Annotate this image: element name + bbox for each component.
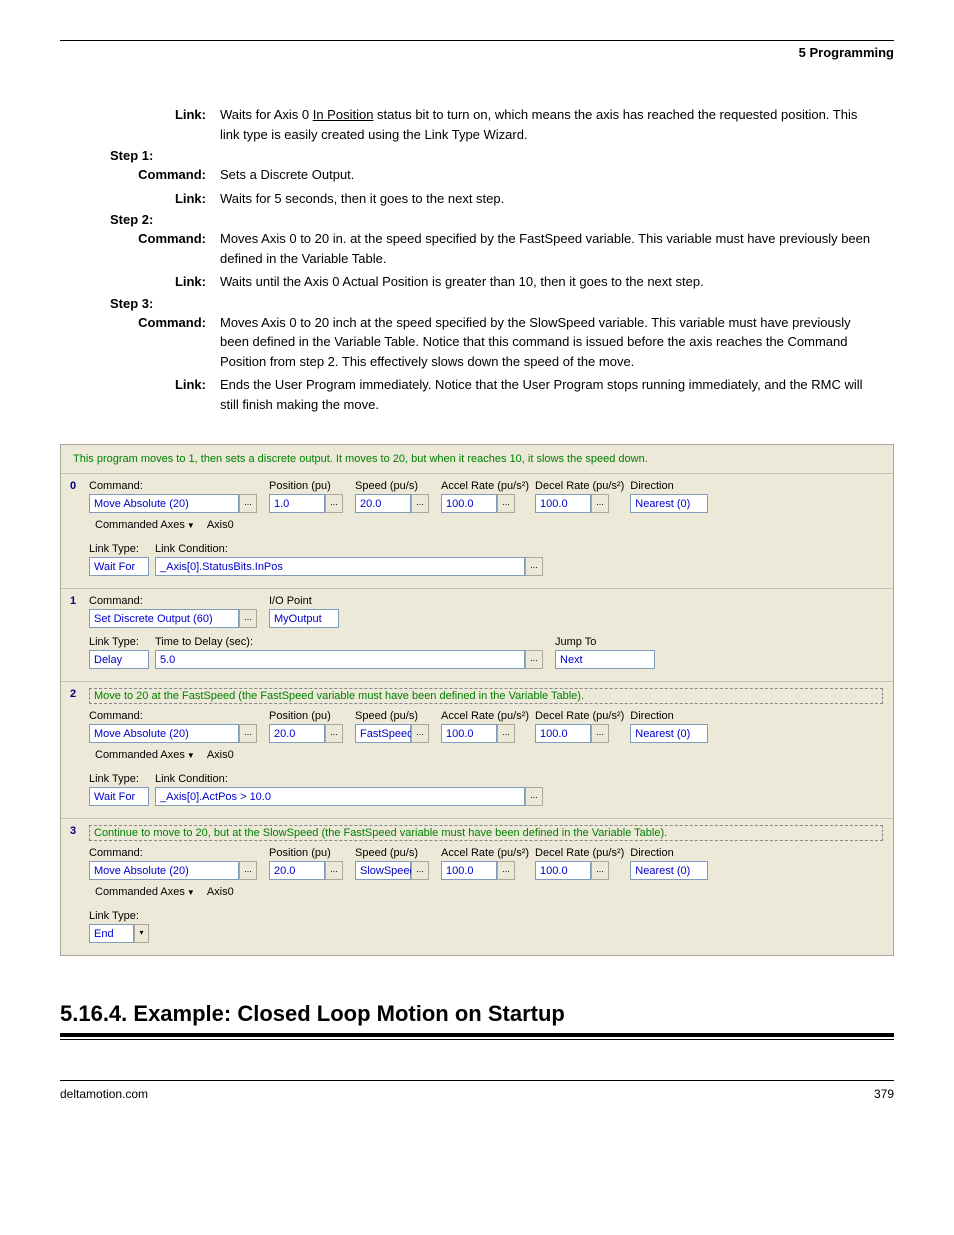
- speed-input[interactable]: SlowSpeed: [355, 861, 411, 880]
- step3-title: Step 3:: [110, 296, 894, 311]
- program-step-1: 1 Command: Set Discrete Output (60)... I…: [61, 589, 893, 682]
- step1-title: Step 1:: [110, 148, 894, 163]
- delay-input[interactable]: 5.0: [155, 650, 525, 669]
- direction-input[interactable]: Nearest (0): [630, 724, 708, 743]
- axis0-label: Axis0: [201, 517, 240, 533]
- ellipsis-button[interactable]: ...: [411, 724, 429, 743]
- step-number: 1: [61, 589, 85, 681]
- ellipsis-button[interactable]: ...: [497, 861, 515, 880]
- step-number: 3: [61, 819, 85, 955]
- direction-input[interactable]: Nearest (0): [630, 494, 708, 513]
- program-step-0: 0 Command: Move Absolute (20)... Positio…: [61, 474, 893, 589]
- accel-input[interactable]: 100.0: [441, 494, 497, 513]
- chevron-down-icon: ▼: [187, 751, 195, 760]
- footer-page-number: 379: [874, 1087, 894, 1101]
- ellipsis-button[interactable]: ...: [525, 650, 543, 669]
- link-type-input[interactable]: Delay: [89, 650, 149, 669]
- ellipsis-button[interactable]: ...: [497, 724, 515, 743]
- program-step-3: 3 Continue to move to 20, but at the Slo…: [61, 819, 893, 955]
- step-comment[interactable]: Move to 20 at the FastSpeed (the FastSpe…: [89, 688, 883, 704]
- axis0-label: Axis0: [201, 884, 240, 900]
- step2-command: Command: Moves Axis 0 to 20 in. at the s…: [60, 229, 894, 268]
- dropdown-button[interactable]: ▾: [134, 924, 149, 943]
- ellipsis-button[interactable]: ...: [325, 494, 343, 513]
- commanded-axes-label[interactable]: Commanded Axes▼: [89, 884, 201, 900]
- desc-label: Link:: [60, 105, 220, 144]
- step2-title: Step 2:: [110, 212, 894, 227]
- step-number: 0: [61, 474, 85, 588]
- speed-input[interactable]: FastSpeed: [355, 724, 411, 743]
- ellipsis-button[interactable]: ...: [239, 861, 257, 880]
- commanded-axes-label[interactable]: Commanded Axes▼: [89, 747, 201, 763]
- step-number: 2: [61, 682, 85, 818]
- decel-input[interactable]: 100.0: [535, 724, 591, 743]
- link-type-input[interactable]: End: [89, 924, 134, 943]
- chevron-down-icon: ▼: [187, 521, 195, 530]
- ellipsis-button[interactable]: ...: [591, 724, 609, 743]
- ellipsis-button[interactable]: ...: [411, 494, 429, 513]
- decel-input[interactable]: 100.0: [535, 861, 591, 880]
- desc-text: Waits for Axis 0 In Position status bit …: [220, 105, 894, 144]
- accel-input[interactable]: 100.0: [441, 861, 497, 880]
- ellipsis-button[interactable]: ...: [591, 494, 609, 513]
- desc-row-link-0: Link: Waits for Axis 0 In Position statu…: [60, 105, 894, 144]
- page-footer: deltamotion.com 379: [60, 1080, 894, 1101]
- header-section-title: 5 Programming: [60, 45, 894, 60]
- ellipsis-button[interactable]: ...: [239, 609, 257, 628]
- step1-link: Link: Waits for 5 seconds, then it goes …: [60, 189, 894, 209]
- underlined-text: In Position: [313, 107, 374, 122]
- accel-input[interactable]: 100.0: [441, 724, 497, 743]
- link-type-input[interactable]: Wait For: [89, 787, 149, 806]
- section-title: 5.16.4. Example: Closed Loop Motion on S…: [60, 1001, 894, 1027]
- ellipsis-button[interactable]: ...: [525, 787, 543, 806]
- position-input[interactable]: 20.0: [269, 861, 325, 880]
- program-header-comment: This program moves to 1, then sets a dis…: [61, 445, 893, 474]
- position-input[interactable]: 20.0: [269, 724, 325, 743]
- step3-command: Command: Moves Axis 0 to 20 inch at the …: [60, 313, 894, 372]
- command-input[interactable]: Move Absolute (20): [89, 861, 239, 880]
- link-condition-input[interactable]: _Axis[0].ActPos > 10.0: [155, 787, 525, 806]
- link-type-input[interactable]: Wait For: [89, 557, 149, 576]
- ellipsis-button[interactable]: ...: [239, 724, 257, 743]
- header-rule: [60, 40, 894, 41]
- ellipsis-button[interactable]: ...: [525, 557, 543, 576]
- ellipsis-button[interactable]: ...: [497, 494, 515, 513]
- program-editor: This program moves to 1, then sets a dis…: [60, 444, 894, 956]
- ellipsis-button[interactable]: ...: [325, 861, 343, 880]
- step-comment[interactable]: Continue to move to 20, but at the SlowS…: [89, 825, 883, 841]
- step1-command: Command: Sets a Discrete Output.: [60, 165, 894, 185]
- chevron-down-icon: ▼: [187, 888, 195, 897]
- command-input[interactable]: Move Absolute (20): [89, 724, 239, 743]
- speed-input[interactable]: 20.0: [355, 494, 411, 513]
- link-condition-input[interactable]: _Axis[0].StatusBits.InPos: [155, 557, 525, 576]
- io-point-input[interactable]: MyOutput: [269, 609, 339, 628]
- direction-input[interactable]: Nearest (0): [630, 861, 708, 880]
- decel-input[interactable]: 100.0: [535, 494, 591, 513]
- step3-link: Link: Ends the User Program immediately.…: [60, 375, 894, 414]
- ellipsis-button[interactable]: ...: [591, 861, 609, 880]
- ellipsis-button[interactable]: ...: [325, 724, 343, 743]
- ellipsis-button[interactable]: ...: [239, 494, 257, 513]
- jump-to-input[interactable]: Next: [555, 650, 655, 669]
- step2-link: Link: Waits until the Axis 0 Actual Posi…: [60, 272, 894, 292]
- command-input[interactable]: Set Discrete Output (60): [89, 609, 239, 628]
- position-input[interactable]: 1.0: [269, 494, 325, 513]
- program-step-2: 2 Move to 20 at the FastSpeed (the FastS…: [61, 682, 893, 819]
- section-rule: [60, 1033, 894, 1040]
- ellipsis-button[interactable]: ...: [411, 861, 429, 880]
- command-input[interactable]: Move Absolute (20): [89, 494, 239, 513]
- footer-left: deltamotion.com: [60, 1087, 148, 1101]
- commanded-axes-label[interactable]: Commanded Axes▼: [89, 517, 201, 533]
- axis0-label: Axis0: [201, 747, 240, 763]
